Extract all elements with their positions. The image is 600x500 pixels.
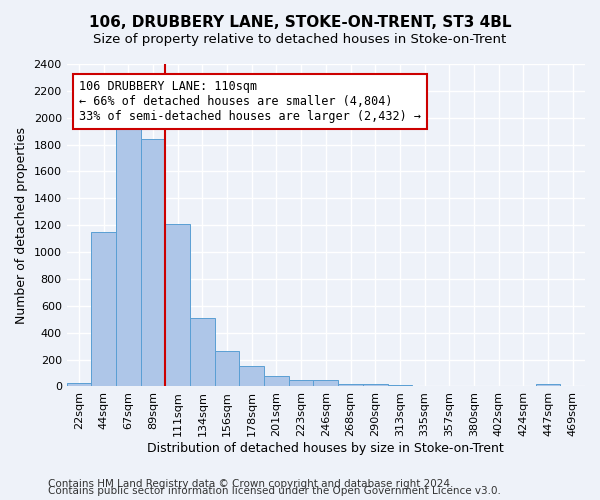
- Text: Contains HM Land Registry data © Crown copyright and database right 2024.: Contains HM Land Registry data © Crown c…: [48, 479, 454, 489]
- Text: Size of property relative to detached houses in Stoke-on-Trent: Size of property relative to detached ho…: [94, 32, 506, 46]
- Bar: [289, 380, 313, 386]
- Text: 106, DRUBBERY LANE, STOKE-ON-TRENT, ST3 4BL: 106, DRUBBERY LANE, STOKE-ON-TRENT, ST3 …: [89, 15, 511, 30]
- Bar: [363, 384, 388, 386]
- Text: 106 DRUBBERY LANE: 110sqm
← 66% of detached houses are smaller (4,804)
33% of se: 106 DRUBBERY LANE: 110sqm ← 66% of detac…: [79, 80, 421, 123]
- Bar: [338, 384, 363, 386]
- Bar: [116, 124, 141, 386]
- Bar: [536, 384, 560, 386]
- Bar: [264, 376, 289, 386]
- Bar: [67, 383, 91, 386]
- Bar: [190, 318, 215, 386]
- Bar: [388, 385, 412, 386]
- Bar: [166, 224, 190, 386]
- Bar: [239, 366, 264, 386]
- Bar: [91, 232, 116, 386]
- X-axis label: Distribution of detached houses by size in Stoke-on-Trent: Distribution of detached houses by size …: [148, 442, 504, 455]
- Y-axis label: Number of detached properties: Number of detached properties: [15, 126, 28, 324]
- Bar: [313, 380, 338, 386]
- Bar: [215, 351, 239, 386]
- Text: Contains public sector information licensed under the Open Government Licence v3: Contains public sector information licen…: [48, 486, 501, 496]
- Bar: [141, 139, 166, 386]
